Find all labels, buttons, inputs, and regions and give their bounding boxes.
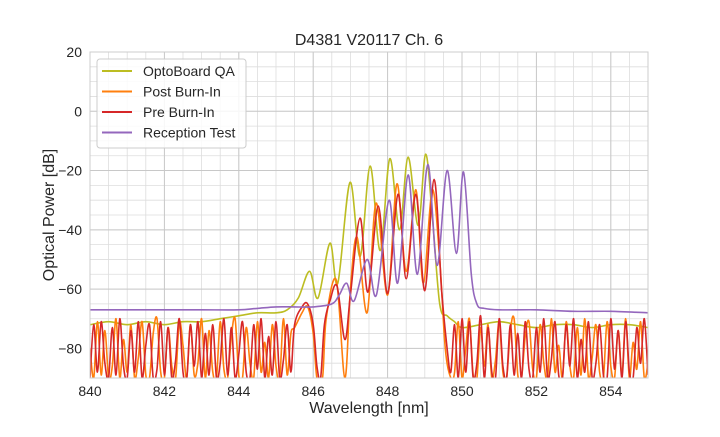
- x-tick-label: 850: [450, 383, 474, 399]
- x-axis-label: Wavelength [nm]: [309, 400, 428, 417]
- x-tick-label: 840: [78, 383, 102, 399]
- series-lines: [90, 153, 648, 378]
- legend-label: Pre Burn-In: [143, 104, 215, 120]
- y-tick-label: 0: [74, 103, 82, 119]
- legend-label: Post Burn-In: [143, 84, 221, 100]
- series-line-post-burn-in: [90, 183, 648, 378]
- y-tick-label: −80: [58, 340, 82, 356]
- chart-title: D4381 V20117 Ch. 6: [295, 32, 443, 49]
- legend: OptoBoard QA Post Burn-In Pre Burn-In Recep…: [96, 58, 247, 149]
- x-tick-label: 842: [153, 383, 177, 399]
- series-line-pre-burn-in: [90, 178, 648, 378]
- x-tick-label: 846: [302, 383, 326, 399]
- tick-labels: 840 842 844 846 848 850 852 854 −80 −60 −40 −20 0 20: [58, 44, 622, 399]
- legend-label: OptoBoard QA: [143, 63, 235, 79]
- y-axis-label: Optical Power [dB]: [41, 149, 58, 282]
- y-tick-label: −20: [58, 163, 82, 179]
- x-tick-label: 844: [227, 383, 251, 399]
- series-line-reception-test: [90, 163, 648, 314]
- legend-label: Reception Test: [143, 125, 235, 141]
- x-tick-label: 852: [525, 383, 549, 399]
- y-tick-label: −60: [58, 281, 82, 297]
- y-tick-label: −40: [58, 222, 82, 238]
- plot-frame: [89, 51, 649, 379]
- series-line-optoboard-qa: [90, 153, 648, 329]
- x-tick-label: 854: [599, 383, 623, 399]
- y-tick-label: 20: [66, 44, 82, 60]
- x-tick-label: 848: [376, 383, 400, 399]
- legend-box: [96, 58, 247, 149]
